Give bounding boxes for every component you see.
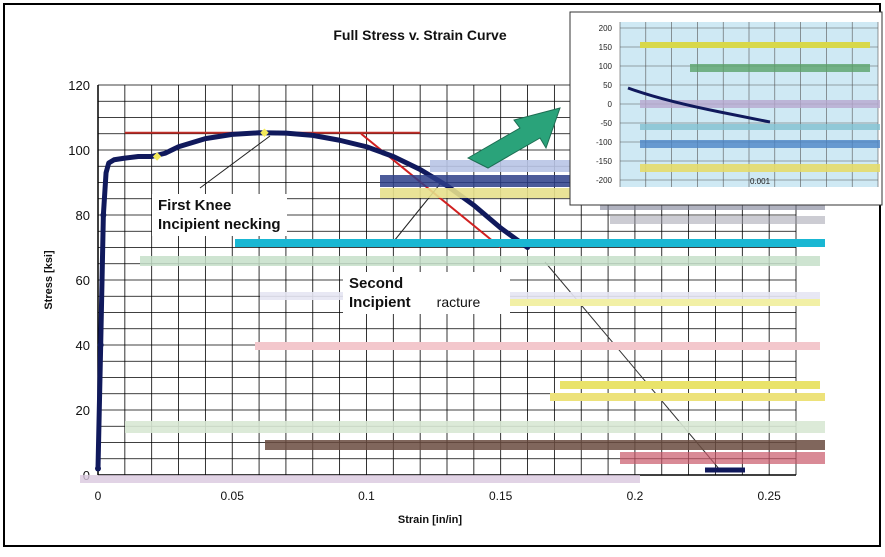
y-tick-label: 80 [76, 208, 90, 223]
data-point [97, 342, 104, 348]
artifact-streak [610, 216, 825, 224]
second-knee-line-3: racture [436, 294, 481, 310]
knee-marker [260, 128, 269, 138]
x-tick-label: 0.2 [627, 489, 644, 503]
x-tick-labels: 0 0.05 0.1 0.15 0.2 0.25 [95, 489, 781, 503]
artifact-streak [600, 204, 825, 210]
data-point [95, 465, 101, 472]
inset-y-tick-label: -200 [596, 176, 613, 185]
inset-y-tick-label: 150 [599, 43, 613, 52]
inset-y-tick-labels: 200 150 100 50 0 -50 -100 -150 -200 [596, 24, 613, 185]
inset-y-tick-label: 50 [603, 81, 612, 90]
artifact-streak [255, 342, 820, 350]
second-knee-line-1: Second [349, 275, 404, 292]
y-tick-label: 100 [68, 143, 90, 158]
y-tick-label: 120 [68, 78, 90, 93]
y-tick-label: 20 [76, 403, 90, 418]
first-knee-line-2: Incipient necking [158, 216, 281, 233]
artifact-streak [420, 299, 820, 306]
first-knee-line-1: First Knee [158, 197, 232, 214]
artifact-streak [265, 440, 825, 450]
inset-y-tick-label: 0 [608, 100, 613, 109]
knee-markers [152, 128, 269, 161]
x-tick-label: 0.15 [489, 489, 513, 503]
inset-y-tick-label: -50 [600, 119, 612, 128]
inset-artifact [640, 164, 880, 172]
chart-title: Full Stress v. Strain Curve [333, 27, 506, 43]
artifact-streak [260, 292, 820, 300]
second-knee-line-2-text: Incipient [349, 294, 411, 311]
inset-x-tick-label: 0.001 [750, 177, 771, 186]
inset-artifact [640, 124, 880, 130]
artifact-streak [125, 421, 825, 433]
inset-y-tick-label: 200 [599, 24, 613, 33]
inset-artifact [640, 42, 870, 48]
inset-y-tick-label: 100 [599, 62, 613, 71]
x-tick-label: 0.05 [221, 489, 245, 503]
y-tick-label: 60 [76, 273, 90, 288]
x-tick-label: 0.25 [757, 489, 781, 503]
x-axis-label: Strain [in/in] [398, 514, 463, 526]
artifact-streak [235, 239, 825, 247]
inset-y-tick-label: -150 [596, 157, 613, 166]
inset-curve [627, 86, 771, 124]
inset-artifact [640, 100, 880, 108]
inset-artifact [640, 140, 880, 148]
artifact-streak [550, 393, 825, 401]
inset-y-tick-label: -100 [596, 138, 613, 147]
artifact-streak [140, 256, 820, 266]
artifact-streak [560, 381, 820, 389]
inset-chart: 200 150 100 50 0 -50 -100 -150 -200 0.001 [569, 11, 883, 206]
x-tick-label: 0 [95, 489, 102, 503]
y-tick-label: 40 [76, 338, 90, 353]
x-tick-label: 0.1 [358, 489, 375, 503]
knee-marker [152, 152, 162, 161]
inset-arrow [466, 107, 561, 169]
first-knee-callout: First Knee Incipient necking [152, 194, 287, 236]
y-axis-label: Stress [ksi] [43, 250, 55, 310]
artifact-streak [80, 475, 640, 483]
data-point [100, 212, 107, 218]
second-knee-line-2: Incipient racture [349, 293, 480, 312]
inset-artifact [690, 64, 870, 72]
first-knee-leader [199, 135, 271, 189]
artifact-streak [620, 452, 825, 464]
second-knee-callout: Second Incipient racture [343, 272, 511, 314]
